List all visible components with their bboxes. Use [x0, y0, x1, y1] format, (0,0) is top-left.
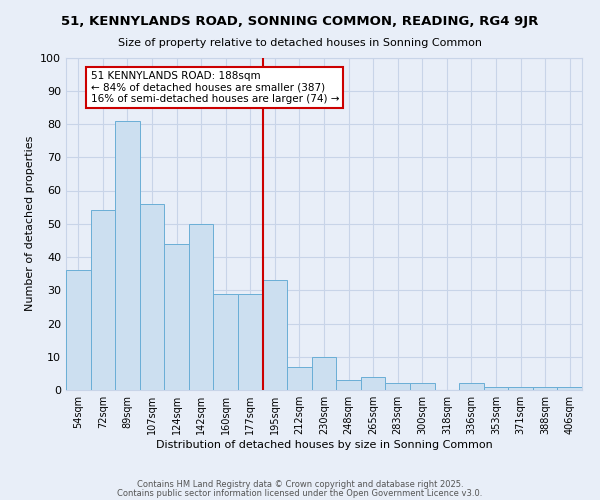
Bar	[263, 280, 287, 390]
Bar	[533, 386, 557, 390]
Bar	[484, 386, 508, 390]
Bar	[385, 384, 410, 390]
Bar	[312, 357, 336, 390]
Bar	[91, 210, 115, 390]
Bar	[557, 386, 582, 390]
Bar	[238, 294, 263, 390]
Bar	[336, 380, 361, 390]
Bar	[508, 386, 533, 390]
Bar	[214, 294, 238, 390]
Text: Contains HM Land Registry data © Crown copyright and database right 2025.: Contains HM Land Registry data © Crown c…	[137, 480, 463, 489]
Bar	[287, 366, 312, 390]
Text: Size of property relative to detached houses in Sonning Common: Size of property relative to detached ho…	[118, 38, 482, 48]
Bar	[410, 384, 434, 390]
Bar	[189, 224, 214, 390]
Text: Contains public sector information licensed under the Open Government Licence v3: Contains public sector information licen…	[118, 489, 482, 498]
Y-axis label: Number of detached properties: Number of detached properties	[25, 136, 35, 312]
Text: 51, KENNYLANDS ROAD, SONNING COMMON, READING, RG4 9JR: 51, KENNYLANDS ROAD, SONNING COMMON, REA…	[61, 15, 539, 28]
X-axis label: Distribution of detached houses by size in Sonning Common: Distribution of detached houses by size …	[155, 440, 493, 450]
Bar	[140, 204, 164, 390]
Bar	[164, 244, 189, 390]
Text: 51 KENNYLANDS ROAD: 188sqm
← 84% of detached houses are smaller (387)
16% of sem: 51 KENNYLANDS ROAD: 188sqm ← 84% of deta…	[91, 71, 339, 104]
Bar	[459, 384, 484, 390]
Bar	[115, 120, 140, 390]
Bar	[66, 270, 91, 390]
Bar	[361, 376, 385, 390]
